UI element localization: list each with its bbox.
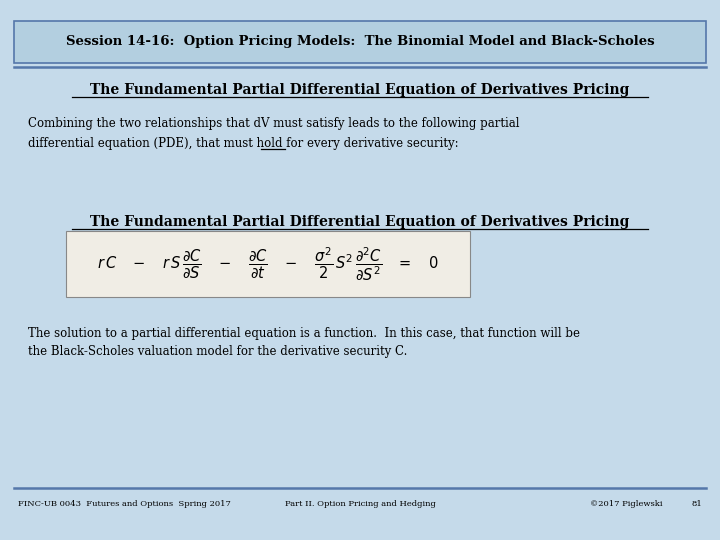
Text: differential equation (PDE), that must hold for every derivative security:: differential equation (PDE), that must h… [28, 138, 459, 151]
Text: The Fundamental Partial Differential Equation of Derivatives Pricing: The Fundamental Partial Differential Equ… [90, 83, 630, 97]
Text: The solution to a partial differential equation is a function.  In this case, th: The solution to a partial differential e… [28, 327, 580, 340]
Text: FINC-UB 0043  Futures and Options  Spring 2017: FINC-UB 0043 Futures and Options Spring … [18, 500, 231, 508]
Text: Session 14-16:  Option Pricing Models:  The Binomial Model and Black-Scholes: Session 14-16: Option Pricing Models: Th… [66, 36, 654, 49]
Text: Combining the two relationships that dV must satisfy leads to the following part: Combining the two relationships that dV … [28, 118, 520, 131]
Text: the Black-Scholes valuation model for the derivative security C.: the Black-Scholes valuation model for th… [28, 346, 408, 359]
Text: Part II. Option Pricing and Hedging: Part II. Option Pricing and Hedging [284, 500, 436, 508]
Text: $r\,C\ \ \ -\ \ \ r\,S\,\dfrac{\partial C}{\partial S}\ \ \ -\ \ \ \dfrac{\parti: $r\,C\ \ \ -\ \ \ r\,S\,\dfrac{\partial … [97, 245, 439, 283]
FancyBboxPatch shape [14, 21, 706, 63]
Text: ©2017 Piglewski: ©2017 Piglewski [590, 500, 662, 508]
FancyBboxPatch shape [66, 231, 470, 297]
Text: 81: 81 [691, 500, 702, 508]
Text: The Fundamental Partial Differential Equation of Derivatives Pricing: The Fundamental Partial Differential Equ… [90, 215, 630, 229]
